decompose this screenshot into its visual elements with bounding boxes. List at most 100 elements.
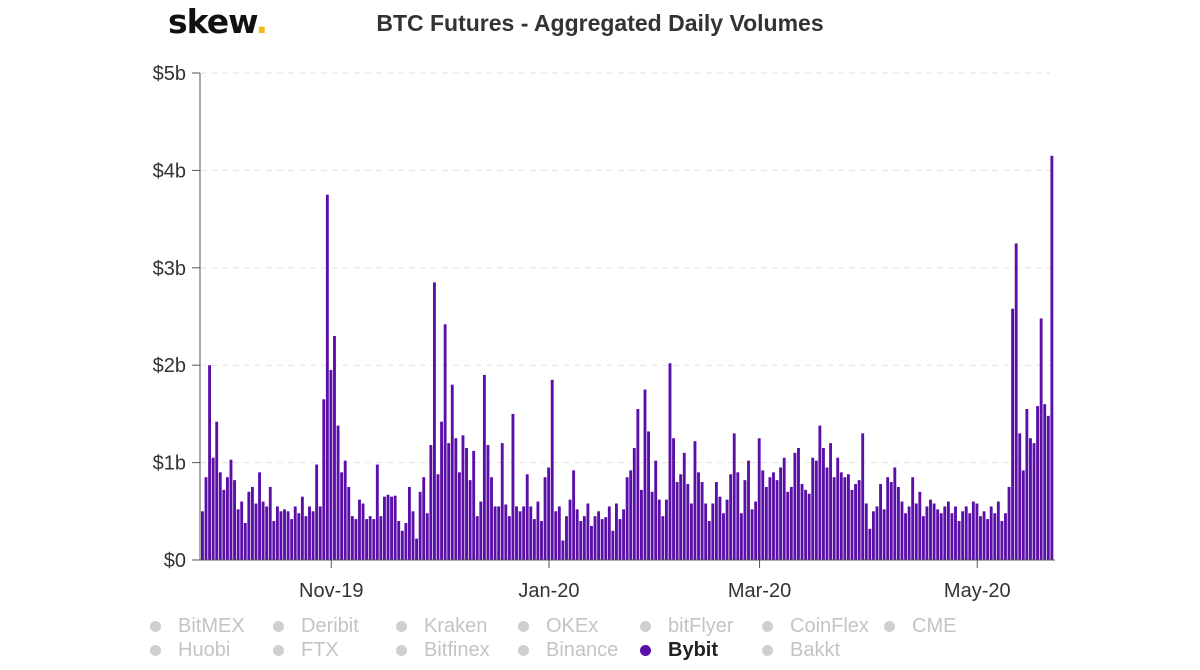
bar — [689, 503, 693, 560]
bar — [322, 399, 326, 560]
bar — [497, 506, 501, 560]
bar — [443, 324, 447, 560]
bar — [615, 503, 618, 560]
bar — [265, 506, 269, 560]
legend-row: Huobi FTX Bitfinex Binance Bybit Bakkt — [150, 639, 1050, 663]
bar — [1029, 438, 1032, 560]
bar — [379, 516, 383, 560]
bar — [440, 421, 443, 560]
legend-item-coinflex[interactable]: CoinFlex — [762, 615, 869, 638]
legend-label: Binance — [546, 639, 619, 661]
bar — [822, 447, 825, 560]
bar — [722, 513, 725, 560]
legend-item-huobi[interactable]: Huobi — [150, 639, 230, 662]
bar — [672, 438, 675, 560]
bar — [375, 464, 379, 560]
bar — [329, 370, 333, 560]
axes — [192, 72, 1055, 568]
legend-item-kraken[interactable]: Kraken — [396, 615, 487, 638]
bar — [250, 486, 254, 560]
bar — [921, 516, 925, 560]
bar — [536, 501, 540, 560]
bar — [618, 519, 622, 560]
bar — [879, 484, 882, 560]
bar — [461, 435, 465, 560]
bar — [201, 511, 204, 560]
bar — [750, 509, 754, 560]
legend-item-deribit[interactable]: Deribit — [273, 615, 359, 638]
legend-item-bybit[interactable]: Bybit — [640, 639, 718, 662]
legend-item-bitmex[interactable]: BitMEX — [150, 615, 245, 638]
bar — [604, 517, 608, 560]
bar — [775, 480, 779, 560]
bar — [779, 467, 783, 560]
bar — [932, 503, 936, 560]
bar — [261, 501, 265, 560]
bar — [832, 477, 836, 560]
bar — [979, 516, 982, 560]
bar — [729, 474, 733, 560]
skew-logo: skew. — [168, 2, 268, 41]
bar — [532, 519, 536, 560]
bar — [679, 474, 683, 560]
bar — [397, 521, 401, 560]
bar — [222, 489, 226, 560]
bar — [593, 516, 597, 560]
legend-label: Bakkt — [790, 639, 841, 661]
bar — [943, 506, 947, 560]
bar — [807, 493, 811, 560]
bar — [957, 521, 961, 560]
bar — [390, 496, 394, 560]
legend-item-bitflyer[interactable]: bitFlyer — [640, 615, 734, 638]
bar — [936, 509, 940, 560]
bar — [632, 447, 636, 560]
bar — [504, 504, 508, 560]
bar — [404, 522, 408, 560]
bar — [279, 511, 283, 560]
bar — [493, 506, 497, 560]
bar — [875, 506, 879, 560]
y-tick-label: $4b — [153, 160, 186, 182]
bar — [225, 477, 229, 560]
brand-name: skew — [168, 2, 256, 41]
legend-label: CME — [912, 615, 957, 637]
bar — [590, 525, 593, 560]
bar — [429, 445, 433, 560]
bar — [882, 509, 886, 560]
bar — [647, 431, 650, 560]
bar — [304, 516, 308, 560]
y-axis-labels: $0 $1b $2b $3b $4b $5b — [153, 63, 186, 572]
bar — [939, 513, 943, 560]
bar — [950, 513, 954, 560]
bar — [793, 452, 797, 560]
legend-label: CoinFlex — [790, 615, 869, 637]
bar — [929, 499, 932, 560]
bar — [639, 489, 643, 560]
bar — [1011, 308, 1015, 560]
legend-item-bakkt[interactable]: Bakkt — [762, 639, 840, 662]
legend-item-binance[interactable]: Binance — [518, 639, 618, 662]
bar — [889, 482, 893, 560]
bar — [804, 489, 808, 560]
bar — [415, 538, 419, 560]
legend-item-bitfinex[interactable]: Bitfinex — [396, 639, 490, 662]
bar — [843, 477, 847, 560]
legend-item-ftx[interactable]: FTX — [273, 639, 339, 662]
bar — [1036, 406, 1040, 560]
legend-marker-icon — [150, 621, 161, 632]
legend-item-cme[interactable]: CME — [884, 615, 956, 638]
bar — [611, 530, 615, 560]
bar — [586, 503, 590, 560]
bar — [482, 374, 486, 560]
bar — [786, 491, 790, 560]
bar — [561, 540, 565, 560]
bar — [383, 496, 386, 560]
bar — [233, 480, 236, 560]
bar — [818, 425, 822, 560]
bar — [368, 516, 372, 560]
bar — [814, 460, 818, 560]
bar — [754, 501, 758, 560]
bar — [240, 501, 244, 560]
bar — [422, 477, 426, 560]
legend-item-okex[interactable]: OKEx — [518, 615, 598, 638]
